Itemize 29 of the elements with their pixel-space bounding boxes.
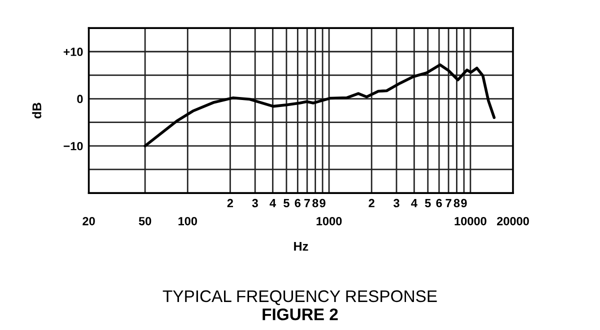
text: 6 xyxy=(294,198,301,208)
x-tick-label: 50 xyxy=(138,216,152,226)
text: 4 xyxy=(411,199,418,208)
x-tick-label: 20000 xyxy=(496,216,529,226)
text: 2 xyxy=(368,198,374,208)
x-tick-label: 100 xyxy=(178,216,197,226)
y-axis-title: dB xyxy=(32,102,42,118)
text: 2 xyxy=(227,198,234,208)
x-tick-label: 20 xyxy=(82,216,95,226)
x-axis-title: Hz xyxy=(294,242,308,251)
text: 6 xyxy=(436,198,442,208)
text: 3 xyxy=(393,198,400,208)
text: 5 xyxy=(424,199,431,208)
text: 4 xyxy=(270,199,276,208)
text: 9 xyxy=(461,198,467,208)
x-tick-label: 10000 xyxy=(454,216,486,226)
y-tick-label: 0 xyxy=(77,94,83,104)
text: 8 xyxy=(454,198,460,208)
x-tick-label: 1000 xyxy=(316,216,342,226)
y-tick-label: +10 xyxy=(64,48,83,56)
text: 7 xyxy=(304,199,310,208)
y-tick-label: −10 xyxy=(64,142,83,150)
text: 5 xyxy=(284,199,290,208)
text: TYPICAL FREQUENCY RESPONSE xyxy=(162,290,437,306)
text: 9 xyxy=(320,198,326,208)
text: 8 xyxy=(312,198,318,208)
text: FIGURE 2 xyxy=(262,308,338,320)
text: 3 xyxy=(252,198,258,208)
text: 7 xyxy=(446,199,452,208)
